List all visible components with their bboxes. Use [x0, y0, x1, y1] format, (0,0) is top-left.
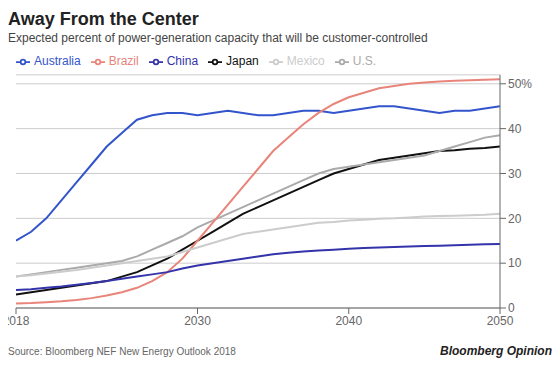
svg-text:40: 40 — [508, 122, 522, 136]
html-text:Bloomberg Opinion: Bloomberg Opinion — [440, 344, 552, 358]
svg-text:30: 30 — [508, 167, 522, 181]
svg-text:20: 20 — [508, 212, 522, 226]
svg-text:2050: 2050 — [487, 314, 514, 328]
html-text:Australia: Australia — [34, 54, 81, 68]
html-text:Brazil: Brazil — [108, 54, 139, 68]
svg-text:10: 10 — [508, 256, 522, 270]
svg-text:2030: 2030 — [184, 314, 211, 328]
html-text:U.S.: U.S. — [352, 54, 377, 68]
html-text:Source: Bloomberg NEF New Ener: Source: Bloomberg NEF New Energy Outlook… — [8, 346, 236, 357]
svg-text:0: 0 — [508, 301, 515, 315]
html-text:China: China — [166, 54, 199, 68]
html-text:Japan: Japan — [226, 54, 259, 68]
svg-text:2040: 2040 — [335, 314, 362, 328]
html-text:Expected percent of power-gene: Expected percent of power-generation cap… — [8, 31, 428, 45]
svg-text:2018: 2018 — [8, 314, 30, 328]
html-text:Mexico: Mexico — [286, 54, 325, 68]
html-text:Away From the Center: Away From the Center — [8, 9, 199, 29]
svg-text:50%: 50% — [508, 77, 532, 91]
